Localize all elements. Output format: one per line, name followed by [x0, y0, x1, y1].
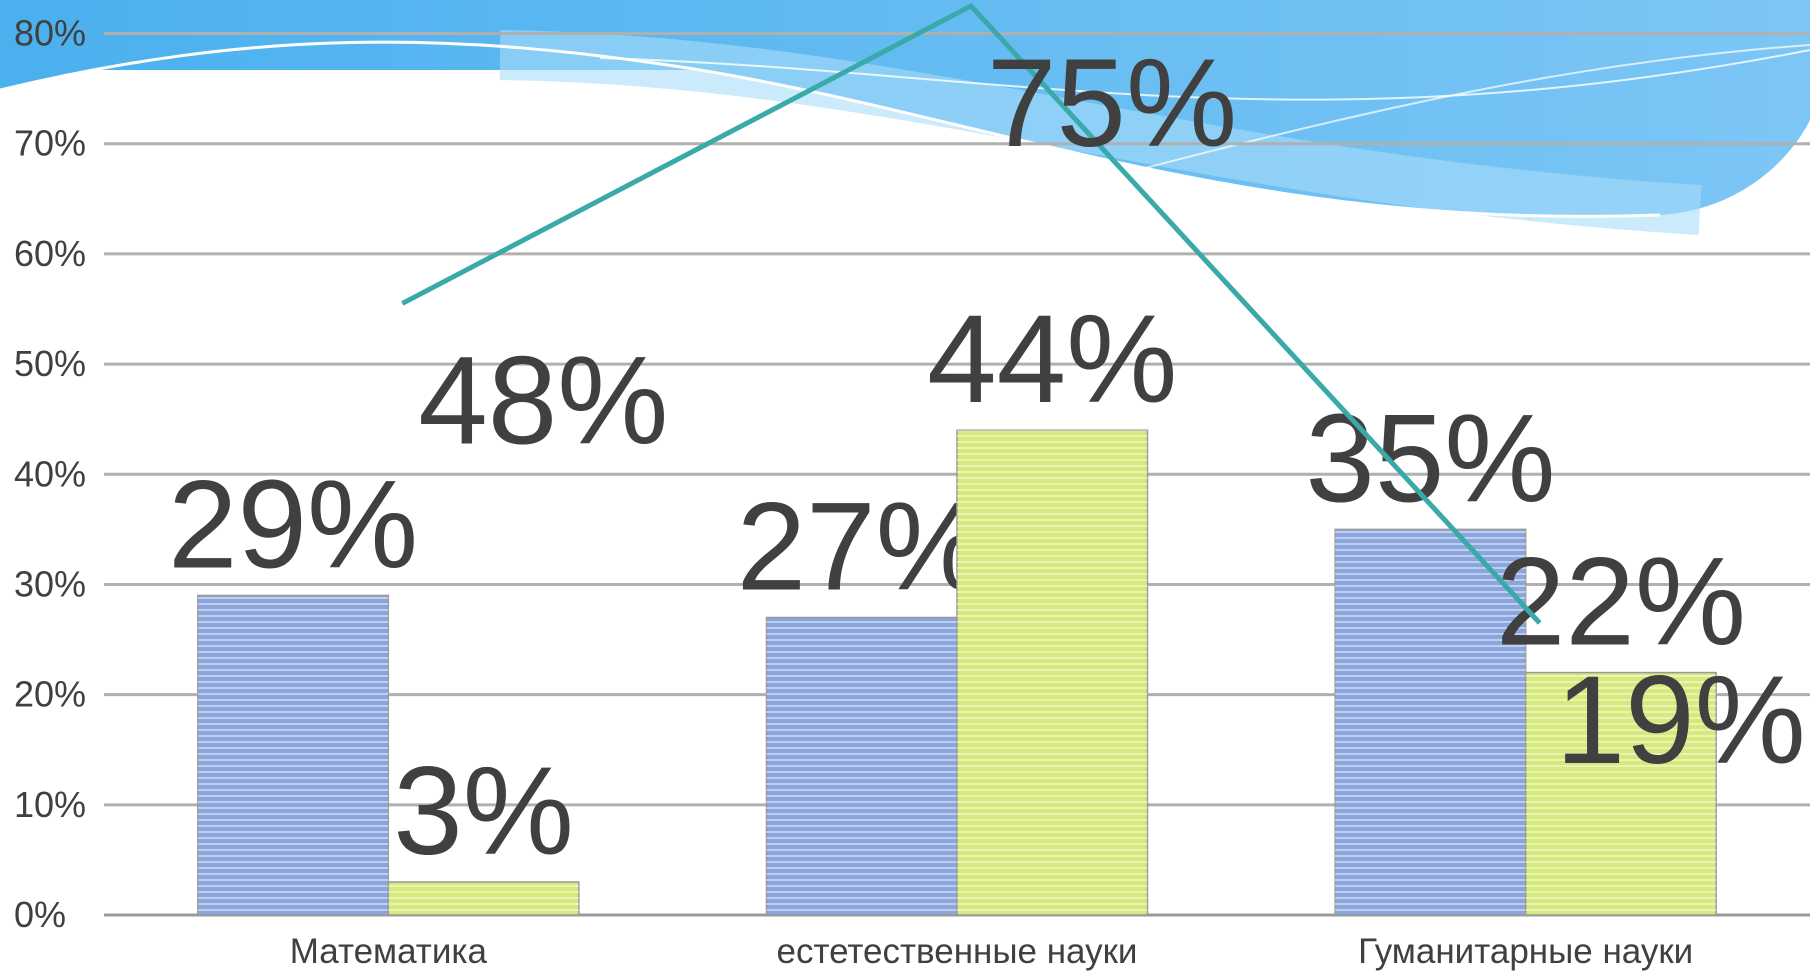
- chart: 29%27%35%3%44%22%48%75%19% 0%10%20%30%40…: [0, 0, 1810, 973]
- data-label: 75%: [987, 34, 1237, 173]
- y-tick-label: 10%: [14, 784, 86, 825]
- y-tick-label: 70%: [14, 123, 86, 164]
- x-tick-label: Математика: [290, 932, 488, 971]
- data-label: 27%: [737, 477, 987, 616]
- y-tick-label: 20%: [14, 674, 86, 715]
- data-label: 48%: [418, 331, 668, 470]
- y-tick-label: 30%: [14, 563, 86, 604]
- bar-texture: [198, 595, 389, 915]
- bar-texture: [388, 882, 579, 915]
- y-tick-label: 0%: [14, 894, 66, 935]
- data-label: 44%: [927, 290, 1177, 429]
- data-label: 3%: [393, 742, 574, 881]
- bar-texture: [957, 430, 1148, 915]
- data-label: 29%: [168, 455, 418, 594]
- bar-texture: [766, 617, 957, 915]
- y-tick-label: 60%: [14, 233, 86, 274]
- data-label: 19%: [1556, 651, 1806, 790]
- y-tick-label: 80%: [14, 13, 86, 54]
- y-tick-label: 40%: [14, 453, 86, 494]
- x-tick-label: естетественные науки: [777, 932, 1138, 971]
- y-tick-label: 50%: [14, 343, 86, 384]
- x-tick-label: Гуманитарные науки: [1358, 932, 1693, 971]
